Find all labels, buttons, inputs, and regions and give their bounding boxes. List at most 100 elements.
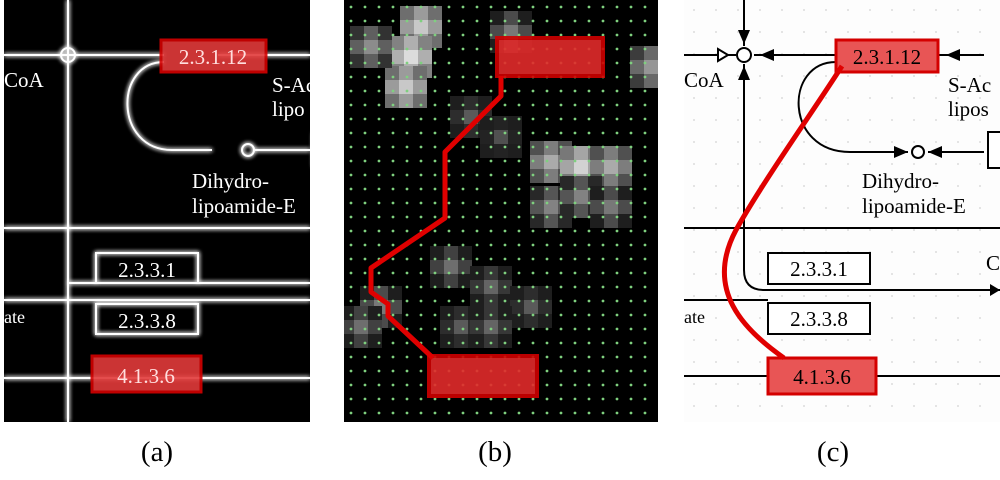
grid-dot [461, 159, 465, 163]
grid-dot [643, 341, 647, 345]
grid-dot [405, 271, 409, 275]
grid-dot [475, 201, 479, 205]
gray-cell [458, 246, 472, 260]
arrow-head-icon [738, 30, 750, 44]
grid-dot [957, 163, 959, 165]
grid-dot [935, 97, 937, 99]
grid-dot [825, 31, 827, 33]
grid-dot [573, 383, 577, 387]
grid-dot [391, 173, 395, 177]
highlighted-region-bottom [427, 354, 539, 398]
gray-cell [444, 246, 458, 260]
grid-dot [629, 117, 633, 121]
grid-dot [391, 61, 395, 65]
grid-dot [433, 173, 437, 177]
grid-dot [693, 207, 695, 209]
grid-dot [447, 201, 451, 205]
gray-cell [498, 306, 512, 320]
grid-dot [517, 103, 521, 107]
grid-dot [475, 313, 479, 317]
grid-dot [847, 141, 849, 143]
grid-dot [957, 405, 959, 407]
grid-dot [531, 285, 535, 289]
grid-dot [349, 33, 353, 37]
grid-dot [847, 119, 849, 121]
grid-dot [601, 229, 605, 233]
gray-cell [618, 146, 632, 160]
grid-dot [643, 145, 647, 149]
gray-cell [544, 155, 558, 169]
grid-dot [715, 97, 717, 99]
grid-dot [531, 5, 535, 9]
grid-dot [531, 341, 535, 345]
highlighted-enzyme-box [766, 356, 878, 396]
grid-dot [433, 327, 437, 331]
grid-dot [759, 295, 761, 297]
grid-dot [503, 117, 507, 121]
gray-cell [414, 6, 428, 20]
grid-dot [405, 369, 409, 373]
grid-dot [629, 145, 633, 149]
gray-cell [378, 26, 392, 40]
grid-dot [419, 173, 423, 177]
grid-dot [869, 119, 871, 121]
gray-cell [440, 320, 454, 334]
gray-cell [490, 25, 504, 39]
grid-dot [531, 271, 535, 275]
grid-dot [419, 75, 423, 79]
grid-dot [825, 295, 827, 297]
grid-dot [517, 285, 521, 289]
grid-dot [545, 33, 549, 37]
grid-dot [825, 207, 827, 209]
grid-dot [979, 251, 981, 253]
grid-dot [377, 117, 381, 121]
grid-dot [891, 317, 893, 319]
grid-dot [559, 257, 563, 261]
gray-cell [354, 334, 368, 348]
grid-dot [587, 33, 591, 37]
grid-dot [587, 411, 591, 415]
grid-dot [447, 341, 451, 345]
grid-dot [737, 163, 739, 165]
grid-dot [475, 131, 479, 135]
grid-dot [573, 229, 577, 233]
grid-dot [615, 117, 619, 121]
grid-dot [643, 201, 647, 205]
grid-dot [957, 295, 959, 297]
grid-dot [573, 215, 577, 219]
traced-path [368, 76, 504, 360]
grid-dot [363, 103, 367, 107]
grid-dot [957, 141, 959, 143]
grid-dot [531, 131, 535, 135]
grid-dot [461, 271, 465, 275]
grid-dot [405, 131, 409, 135]
grid-dot [461, 327, 465, 331]
grid-dot [363, 243, 367, 247]
grid-dot [615, 19, 619, 23]
highlighted-enzyme-box [90, 354, 203, 394]
grid-dot [643, 229, 647, 233]
grid-dot [363, 47, 367, 51]
enzyme-label: 2.3.3.8 [118, 309, 176, 333]
grid-dot [803, 75, 805, 77]
enzyme-label: 2.3.1.12 [179, 45, 247, 69]
gray-cell [458, 260, 472, 274]
grid-dot [629, 285, 633, 289]
gray-cell [538, 300, 552, 314]
compound-label: Dihydro- [862, 169, 939, 193]
grid-dot [935, 141, 937, 143]
grid-dot [587, 327, 591, 331]
grid-dot [517, 159, 521, 163]
grid-dot [433, 33, 437, 37]
grid-dot [913, 119, 915, 121]
grid-dot [405, 383, 409, 387]
grid-dot [913, 229, 915, 231]
grid-dot [781, 295, 783, 297]
gray-cell [518, 11, 532, 25]
grid-dot [419, 103, 423, 107]
highlighted-region-top [495, 36, 605, 78]
grid-dot [643, 411, 647, 415]
grid-dot [715, 295, 717, 297]
enzyme-box [987, 131, 1000, 169]
grid-dot [405, 33, 409, 37]
